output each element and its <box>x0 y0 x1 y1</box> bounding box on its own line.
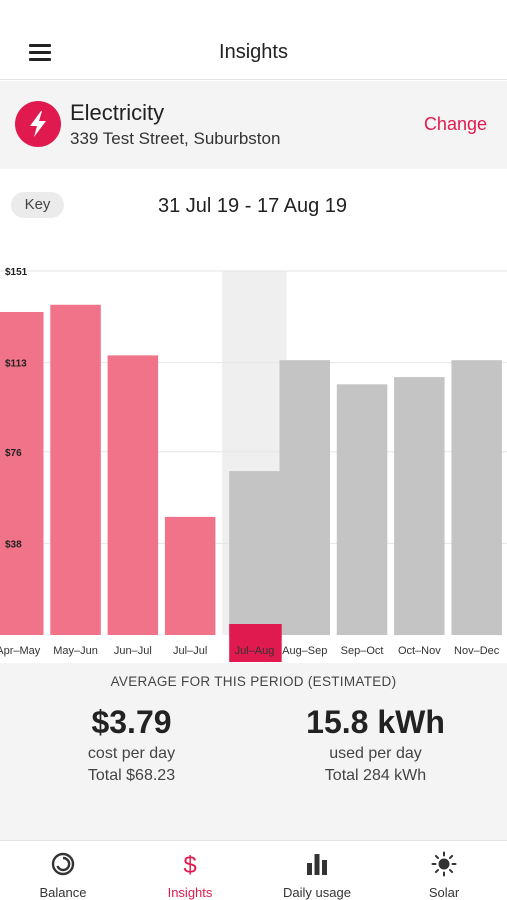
chart-bar-may-jun[interactable] <box>50 304 101 635</box>
x-tick-label: Jul–Aug <box>235 645 275 657</box>
x-tick-label: Sep–Oct <box>341 645 384 657</box>
chart-bar-apr-may[interactable] <box>0 311 44 635</box>
x-tick-label: May–Jun <box>53 645 98 657</box>
sun-icon <box>431 851 457 877</box>
cost-per-day-value: $3.79 <box>91 704 172 740</box>
key-button[interactable]: Key <box>11 192 64 218</box>
chart-bar-jun-jul[interactable] <box>107 355 159 635</box>
tab-label-insights: Insights <box>167 885 213 900</box>
stats-heading: AVERAGE FOR THIS PERIOD (ESTIMATED) <box>110 674 397 689</box>
usage-per-day-value: 15.8 kWh <box>306 704 445 740</box>
chart-bar-aug-sep[interactable] <box>279 360 331 635</box>
tab-bar: Balance $ Insights Daily usage <box>0 840 507 900</box>
selected-period-marker <box>229 624 282 662</box>
usage-per-day-label: used per day <box>329 745 422 762</box>
chart-bar-oct-nov[interactable] <box>394 377 445 635</box>
x-tick-label: Jun–Jul <box>114 645 152 657</box>
account-address: 339 Test Street, Suburbston <box>70 129 281 148</box>
chart-bar-sep-oct[interactable] <box>336 384 388 635</box>
y-tick-label: $113 <box>5 359 27 370</box>
x-tick-label: Nov–Dec <box>454 645 500 657</box>
usage-chart: $151 $113 $76 $38 Apr–May May–Jun Jun–Jul Jul–J… <box>0 258 507 663</box>
tab-label-daily-usage: Daily usage <box>283 885 351 900</box>
y-tick-label: $76 <box>5 448 22 459</box>
tab-insights[interactable]: $ Insights <box>127 841 253 900</box>
tab-daily-usage[interactable]: Daily usage <box>254 841 380 900</box>
dollar-icon: $ <box>177 851 203 879</box>
usage-chart-svg: $151 $113 $76 $38 Apr–May May–Jun Jun–Jul Jul–J… <box>0 267 507 662</box>
tab-solar[interactable]: Solar <box>381 841 507 900</box>
chart-bar-jul-jul[interactable] <box>164 516 216 635</box>
tab-balance[interactable]: Balance <box>0 841 126 900</box>
usage-stat: 15.8 kWh used per day Total 284 kWh <box>249 701 502 785</box>
change-account-button[interactable]: Change <box>423 114 487 134</box>
hamburger-icon-line <box>29 44 51 47</box>
svg-text:$: $ <box>183 852 196 877</box>
account-type: Electricity <box>70 100 165 125</box>
hamburger-icon-line <box>29 58 51 61</box>
period-range: 31 Jul 19 - 17 Aug 19 <box>158 195 348 217</box>
menu-button[interactable] <box>20 35 60 71</box>
lightning-bolt-icon <box>15 101 61 147</box>
hamburger-icon-line <box>29 51 51 54</box>
cost-total: Total $68.23 <box>87 767 176 784</box>
y-tick-label: $38 <box>5 539 22 550</box>
period-stats: AVERAGE FOR THIS PERIOD (ESTIMATED) $3.7… <box>0 663 507 840</box>
chart-bar-nov-dec[interactable] <box>451 360 502 635</box>
app-header: Insights <box>0 0 507 80</box>
x-tick-label: Aug–Sep <box>282 645 327 657</box>
account-card: Electricity 339 Test Street, Suburbston … <box>0 81 507 169</box>
usage-total: Total 284 kWh <box>324 767 427 784</box>
x-tick-label: Apr–May <box>0 645 41 657</box>
x-tick-label: Jul–Jul <box>173 645 207 657</box>
x-tick-label: Oct–Nov <box>398 645 441 657</box>
chart-bar-jul-aug[interactable] <box>229 471 280 635</box>
tab-label-balance: Balance <box>39 885 87 900</box>
balance-ring-icon <box>50 851 76 877</box>
cost-per-day-label: cost per day <box>87 745 176 762</box>
page-title: Insights <box>219 41 288 63</box>
cost-stat: $3.79 cost per day Total $68.23 <box>5 701 258 785</box>
bar-chart-icon <box>304 851 330 877</box>
tab-label-solar: Solar <box>428 885 460 900</box>
y-tick-label: $151 <box>5 267 28 278</box>
